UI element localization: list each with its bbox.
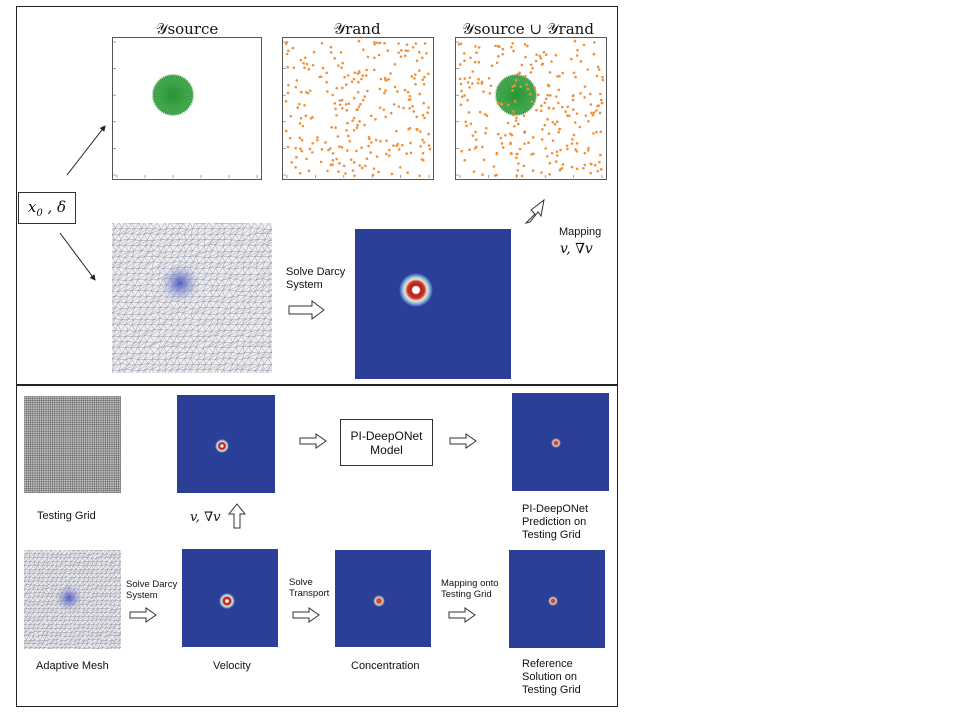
mapping-label: Mapping [559,226,602,238]
title-y-union: 𝒴source ∪ 𝒴rand [462,20,594,38]
input-params-label: x0 , δ [27,197,67,219]
hollow-arrow-to-reference [448,607,476,623]
input-params-box: x0 , δ [18,192,76,224]
prediction-field [512,393,609,491]
title-y-rand: 𝒴rand [333,20,381,38]
mapping-vars: v, ∇v [560,241,593,257]
title-y-source: 𝒴source [155,20,219,38]
adaptive-mesh-top [104,221,279,378]
union-points [456,39,605,178]
deeponet-model-box: PI-DeepONet Model [340,419,433,466]
mapping-onto-label: Mapping onto Testing Grid [441,578,499,600]
reference-field [509,550,605,648]
concentration-label: Concentration [351,660,420,672]
velocity-field [182,549,278,647]
testing-grid [23,395,122,494]
reference-label: Reference Solution on Testing Grid [522,658,581,696]
input-field-bottom [177,395,275,493]
hollow-arrow-from-model [449,433,477,449]
plot-y-union [455,37,607,180]
top-panel [16,6,618,385]
testing-grid-label: Testing Grid [37,510,96,522]
prediction-label: PI-DeepONet Prediction on Testing Grid [522,503,589,541]
bottom-panel [16,385,618,707]
solve-darcy-label-bottom: Solve Darcy System [126,579,178,601]
velocity-label: Velocity [213,660,251,672]
hollow-arrow-to-velocity [129,607,157,623]
solve-darcy-label-top: Solve Darcy System [286,266,346,291]
solve-transport-label: Solve Transport [289,577,330,599]
source-disc [113,41,258,178]
adaptive-mesh-label: Adaptive Mesh [36,660,109,672]
hollow-arrow-to-concentration [292,607,320,623]
hollow-arrow-right-top [288,300,325,320]
plot-y-source [112,37,262,180]
concentration-field [335,550,431,647]
deeponet-model-label: PI-DeepONet Model [350,428,423,457]
velocity-field-top [355,229,511,379]
hollow-arrow-up-right [524,198,545,224]
input-arrows [59,125,106,281]
hollow-arrow-up [228,503,246,529]
random-points [283,39,432,178]
hollow-arrow-to-model [299,433,327,449]
v-gradv-label: v, ∇v [190,510,221,525]
adaptive-mesh-bottom [18,549,127,653]
plot-y-rand [282,37,434,180]
